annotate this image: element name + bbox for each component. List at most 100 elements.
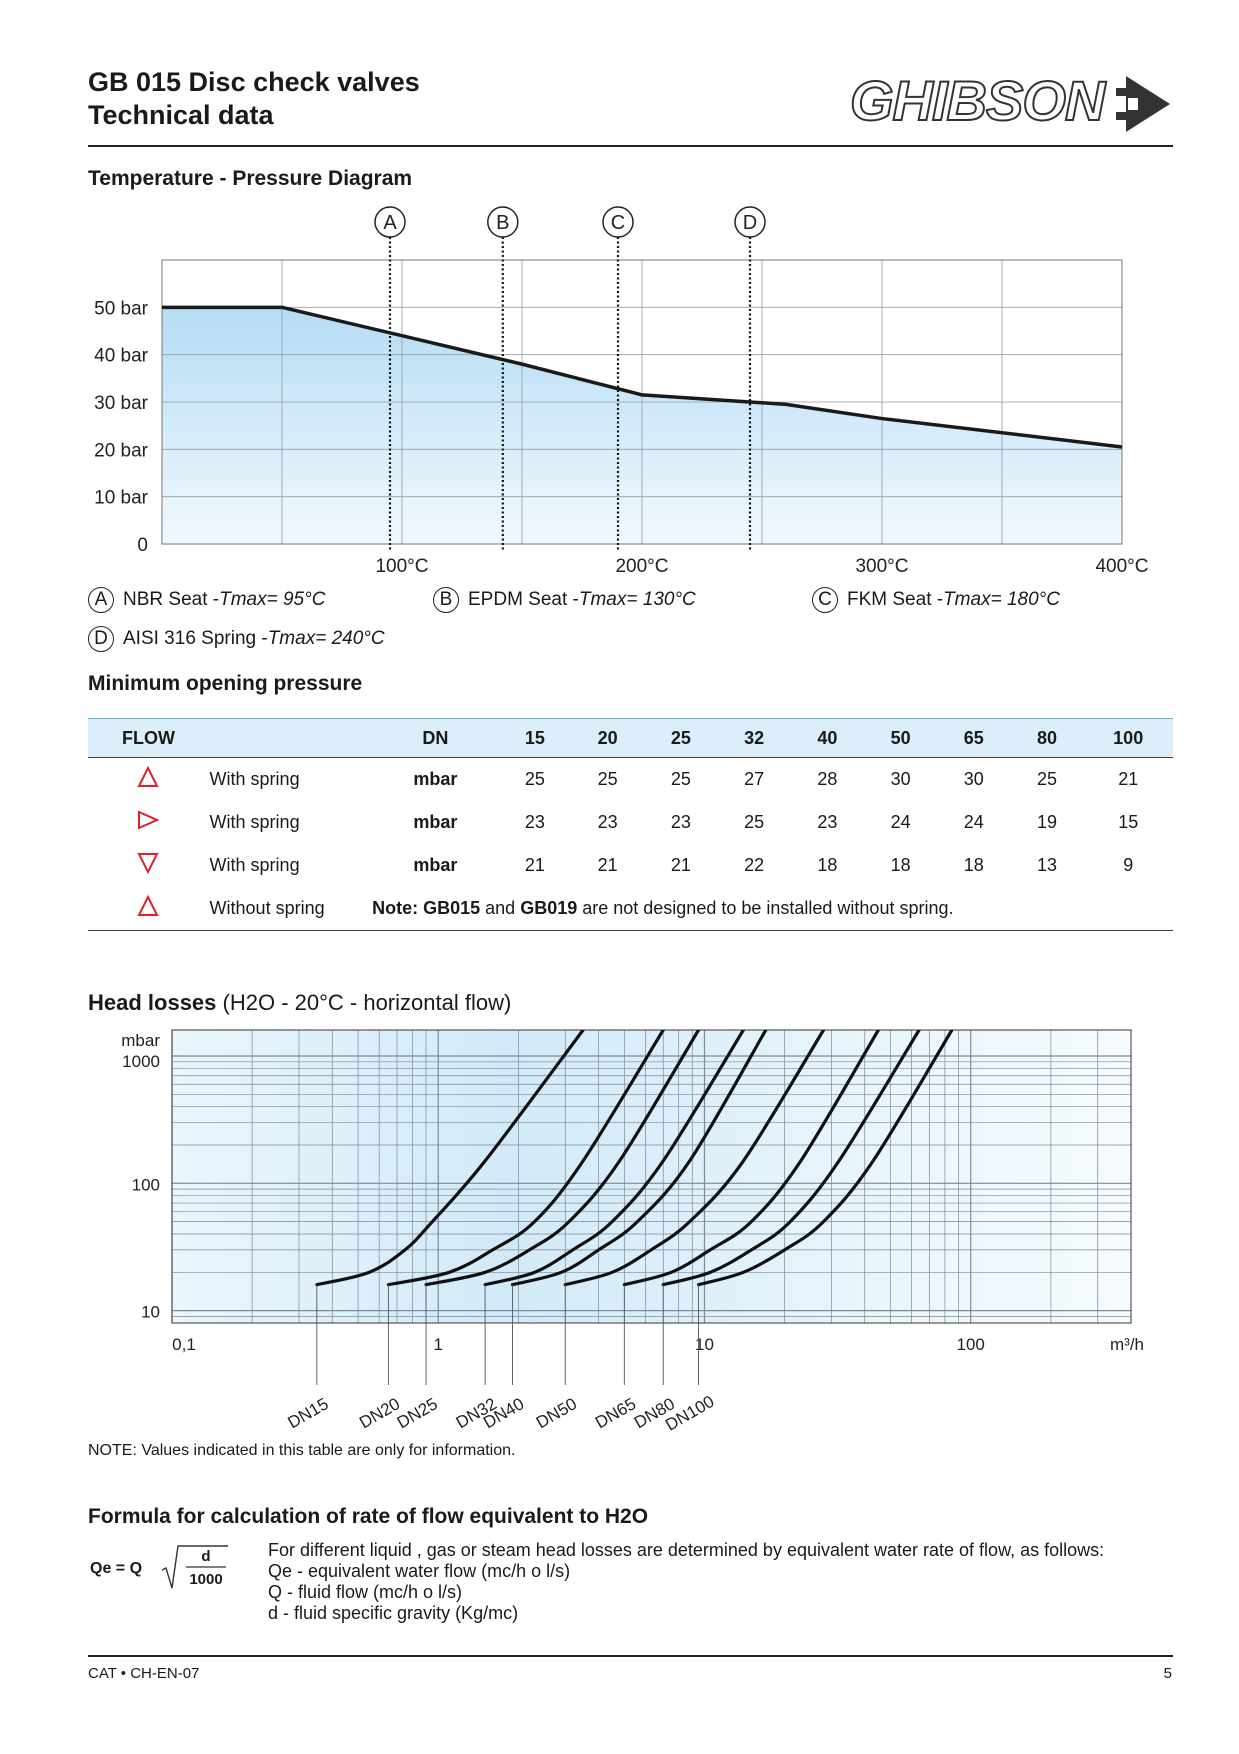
dn-header: 15 (498, 718, 572, 758)
cell-value: 24 (963, 812, 984, 832)
curve-dn20 (386, 1030, 665, 1287)
temp-pressure-chart: 0 10 bar 20 bar 30 bar 40 bar 50 bar 100°C 200°… (94, 206, 1149, 577)
dn-header: 65 (936, 718, 1011, 758)
formula-line: Qe - equivalent water flow (mc/h o l/s) (268, 1561, 571, 1581)
curve-dn100 (696, 1030, 954, 1287)
footer-rule (88, 1655, 1173, 1657)
row-unit: mbar (413, 769, 458, 789)
cell-value: 13 (1037, 855, 1058, 875)
curve-dn65 (622, 1030, 880, 1287)
legend-a: A NBR Seat - Tmax= 95°C (88, 587, 325, 613)
cell-value: 9 (1123, 855, 1134, 875)
footer-code: CAT • CH-EN-07 (88, 1665, 200, 1682)
row-label: With spring (209, 812, 300, 832)
cell-value: 21 (670, 855, 691, 875)
curve-dn15 (315, 1030, 585, 1287)
legend-d: D AISI 316 Spring - Tmax= 240°C (88, 626, 385, 652)
cell-value: 23 (524, 812, 545, 832)
row-label: Without spring (208, 887, 373, 931)
row-unit: mbar (413, 855, 458, 875)
x-tick-label: 100 (957, 1335, 985, 1354)
legend-b-tmax: Tmax= 130°C (578, 589, 696, 610)
dn-label-dn20: DN20 (356, 1394, 403, 1432)
flow-down-arrow-icon (88, 844, 209, 887)
row-label: With spring (209, 769, 300, 789)
formula-heading: Formula for calculation of rate of flow … (88, 1505, 649, 1528)
cell-value: 18 (817, 855, 838, 875)
cell-value: 23 (670, 812, 691, 832)
x-tick-label: 10 (695, 1335, 714, 1354)
marker-label-c: C (611, 212, 625, 234)
flow-right-arrow-icon (88, 801, 209, 844)
legend-c-text: FKM Seat - (847, 589, 944, 610)
y-tick-label: 1000 (122, 1052, 160, 1071)
table-row: With spring mbar 25 25 25 27 28 30 30 25… (88, 758, 1173, 802)
cell-value: 23 (597, 812, 618, 832)
dn-header: 80 (1010, 718, 1084, 758)
chart-frame (161, 259, 1123, 545)
table-row: With spring mbar 21 21 21 22 18 18 18 13… (88, 844, 1173, 887)
y-tick-label: 30 bar (94, 393, 149, 414)
legend-b: B EPDM Seat - Tmax= 130°C (433, 587, 696, 613)
row-label: With spring (209, 855, 300, 875)
logo-wordmark: GHIBSON (850, 69, 1107, 132)
cell-value: 30 (890, 769, 911, 789)
cell-value: 25 (524, 769, 545, 789)
cell-value: 25 (1037, 769, 1058, 789)
formula-lhs: Qe = Q (90, 1560, 143, 1577)
temp-pressure-heading: Temperature - Pressure Diagram (88, 167, 413, 190)
cell-value: 25 (670, 769, 691, 789)
marker-label-b: B (496, 212, 509, 234)
marker-label-a: A (383, 212, 397, 234)
y-tick-label: 10 (141, 1303, 160, 1322)
x-tick-label: 1 (434, 1335, 443, 1354)
y-tick-label: 10 bar (94, 488, 149, 509)
legend-a-tmax: Tmax= 95°C (219, 589, 326, 610)
col-flow: FLOW (88, 718, 209, 758)
dn-header: 25 (644, 718, 718, 758)
dn-header: 32 (717, 718, 791, 758)
x-tick-label: 200°C (615, 556, 668, 577)
title-line-1: GB 015 Disc check valves (88, 67, 420, 97)
legend-c-tmax: Tmax= 180°C (943, 589, 1060, 610)
cell-value: 30 (963, 769, 984, 789)
cell-value: 25 (744, 812, 765, 832)
curve-dn25 (424, 1030, 701, 1287)
legend-c-marker: C (812, 587, 838, 613)
x-tick-label: 300°C (855, 556, 908, 577)
dn-header: 20 (571, 718, 645, 758)
cell-value: 23 (817, 812, 838, 832)
curves-group (315, 1030, 954, 1287)
row-unit: mbar (413, 812, 458, 832)
legend-c: C FKM Seat - Tmax= 180°C (812, 587, 1060, 613)
legend-d-text: AISI 316 Spring - (123, 628, 268, 649)
cell-value: 15 (1118, 812, 1139, 832)
legend-b-marker: B (433, 587, 459, 613)
y-tick-label: 0 (137, 535, 148, 556)
y-tick-label: 20 bar (94, 440, 149, 461)
curve-dn32 (483, 1030, 745, 1287)
cell-value: 18 (890, 855, 911, 875)
legend-d-marker: D (88, 626, 114, 652)
pressure-line (162, 305, 1123, 449)
formula-line: For different liquid , gas or steam head… (268, 1540, 1105, 1560)
min-opening-heading: Minimum opening pressure (88, 672, 363, 695)
cell-value: 28 (817, 769, 838, 789)
ghibson-logo: GHIBSON (849, 68, 1170, 133)
cell-value: 21 (597, 855, 618, 875)
y-tick-label: 50 bar (94, 298, 149, 319)
x-tick-label: 0,1 (172, 1335, 196, 1354)
table-header-row: FLOW DN 15 20 25 32 40 50 65 80 100 (88, 718, 1173, 758)
flow-up-arrow-icon (88, 758, 209, 802)
x-unit-label: m³/h (1110, 1335, 1144, 1354)
y-tick-label: 100 (132, 1175, 160, 1194)
curve-dn40 (510, 1030, 768, 1287)
dn-label-dn65: DN65 (592, 1394, 639, 1432)
dn-header: 50 (864, 718, 937, 758)
y-unit-label: mbar (121, 1031, 160, 1050)
chart-frame (171, 1029, 1132, 1324)
formula-line: Q - fluid flow (mc/h o l/s) (268, 1582, 463, 1602)
dn-label-dn15: DN15 (285, 1394, 332, 1432)
title-line-2: Technical data (88, 100, 274, 130)
